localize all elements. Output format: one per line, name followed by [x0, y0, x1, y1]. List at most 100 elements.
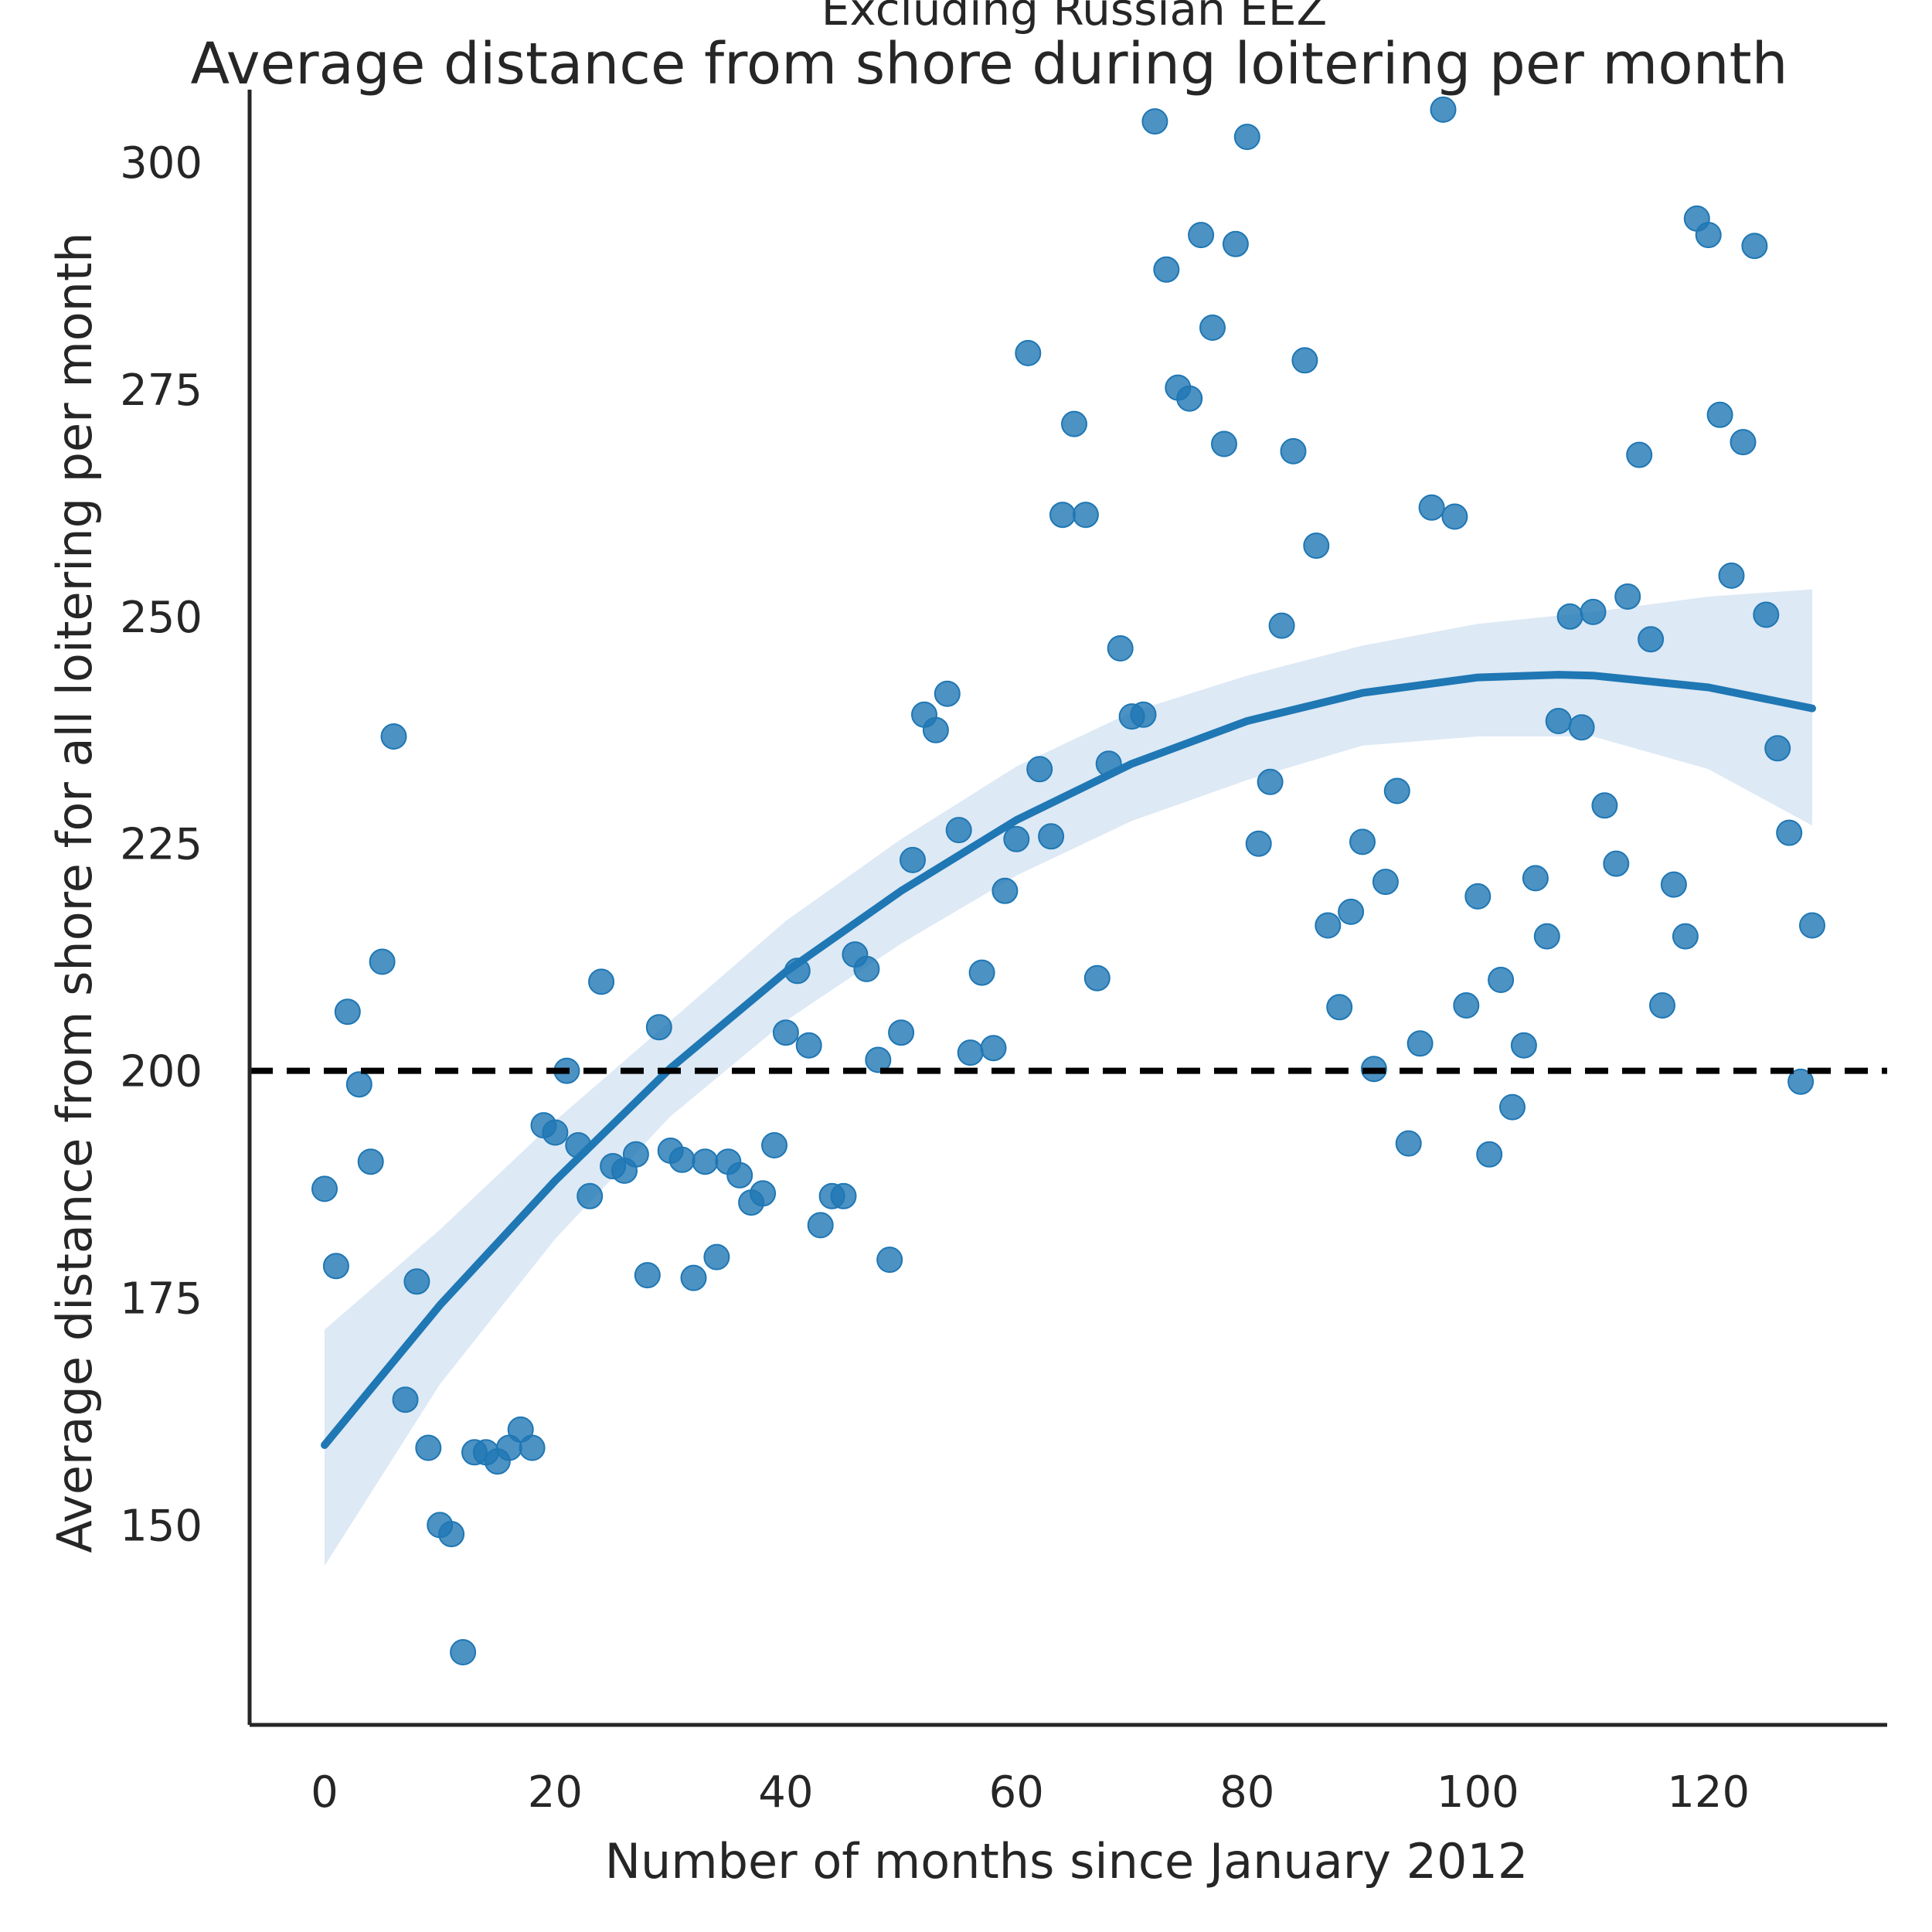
data-point	[345, 1071, 372, 1098]
data-point	[1522, 865, 1549, 892]
data-point	[311, 1175, 338, 1202]
data-point	[1649, 992, 1675, 1019]
data-point	[577, 1182, 604, 1209]
data-point	[888, 1019, 915, 1046]
data-point	[634, 1262, 661, 1289]
y-tick-label: 250	[120, 593, 202, 643]
y-tick-label: 300	[120, 138, 202, 189]
data-point	[1580, 598, 1607, 625]
data-point	[403, 1268, 430, 1295]
y-tick-label: 225	[120, 820, 202, 870]
data-point	[1603, 850, 1630, 877]
x-tick-label: 0	[311, 1767, 338, 1818]
data-point	[1233, 124, 1260, 151]
data-point	[645, 1014, 672, 1041]
data-point	[668, 1146, 696, 1173]
data-point	[450, 1639, 477, 1665]
data-point	[1672, 923, 1699, 950]
data-point	[1107, 635, 1134, 662]
x-tick-label: 80	[1219, 1767, 1274, 1818]
data-point	[369, 948, 396, 975]
fit-line	[321, 671, 1816, 1449]
data-point	[968, 959, 995, 986]
data-point	[1083, 964, 1111, 992]
data-point	[1510, 1032, 1537, 1059]
data-point	[1130, 701, 1157, 728]
data-point	[726, 1162, 753, 1189]
data-point	[1049, 502, 1076, 529]
data-point	[357, 1148, 384, 1175]
x-tick-label: 20	[528, 1767, 583, 1818]
x-axis-label: Number of months since January 2012	[605, 1833, 1529, 1889]
data-point	[438, 1521, 465, 1548]
data-point	[1787, 1068, 1815, 1095]
data-point	[588, 968, 615, 995]
y-tick-label: 175	[120, 1274, 202, 1325]
data-point	[1660, 871, 1687, 898]
data-point	[703, 1243, 730, 1270]
data-point	[1545, 708, 1572, 734]
data-point	[1591, 792, 1618, 819]
data-point	[415, 1434, 442, 1461]
data-point	[1418, 494, 1445, 521]
data-point	[1211, 430, 1237, 457]
data-point	[1441, 503, 1468, 530]
data-point	[1476, 1141, 1503, 1168]
plot-area: 0 20 40 60 80 100 120 150 175 200 225 250 275 300	[120, 90, 1887, 1818]
data-point	[876, 1247, 903, 1274]
data-point	[1188, 222, 1215, 249]
data-point	[1395, 1130, 1422, 1157]
data-point	[1741, 233, 1768, 260]
x-tick-label: 100	[1437, 1767, 1519, 1818]
data-point	[957, 1039, 984, 1066]
x-tick-label: 120	[1667, 1767, 1750, 1818]
data-point	[1291, 347, 1318, 374]
x-tick-label: 60	[989, 1767, 1044, 1818]
data-point	[1061, 410, 1087, 437]
data-point	[900, 846, 926, 873]
data-point	[392, 1386, 419, 1413]
data-point	[1406, 1030, 1434, 1057]
data-point	[1222, 230, 1249, 257]
data-point	[795, 1032, 822, 1059]
data-point	[1315, 912, 1342, 939]
data-point	[1730, 429, 1757, 456]
data-point	[1430, 96, 1457, 123]
data-point	[1695, 222, 1722, 249]
data-point	[334, 998, 361, 1026]
data-point	[692, 1148, 719, 1175]
data-point	[680, 1264, 707, 1291]
data-point	[992, 877, 1019, 904]
data-point	[1706, 401, 1733, 428]
data-point	[1764, 735, 1791, 762]
data-point	[945, 817, 972, 844]
data-point	[1026, 756, 1053, 783]
confidence-band	[325, 589, 1812, 1566]
chart-subtitle: Excluding Russian EEZ	[821, 0, 1327, 36]
data-point	[1499, 1094, 1526, 1121]
y-tick-label: 200	[120, 1047, 202, 1097]
data-point	[380, 723, 407, 750]
data-point	[1488, 967, 1515, 993]
data-point	[1776, 819, 1803, 846]
data-point	[1638, 626, 1665, 653]
y-tick-label: 275	[120, 366, 202, 416]
data-point	[980, 1035, 1007, 1062]
data-point	[1141, 108, 1168, 135]
y-axis-label: Average distance from shore for all loit…	[46, 232, 103, 1553]
data-point	[1038, 823, 1065, 850]
data-point	[1338, 898, 1365, 925]
data-point	[1015, 339, 1042, 366]
data-point	[865, 1046, 892, 1073]
data-point	[922, 716, 949, 743]
data-point	[1326, 994, 1353, 1021]
data-point	[807, 1212, 834, 1239]
y-tick-label: 150	[120, 1501, 202, 1551]
data-point	[1153, 256, 1180, 283]
chart-title: Average distance from shore during loite…	[191, 31, 1788, 97]
data-point	[1718, 562, 1745, 589]
data-point	[1199, 315, 1226, 341]
data-point	[1245, 830, 1272, 857]
data-point	[1464, 883, 1492, 910]
data-point	[519, 1434, 546, 1461]
